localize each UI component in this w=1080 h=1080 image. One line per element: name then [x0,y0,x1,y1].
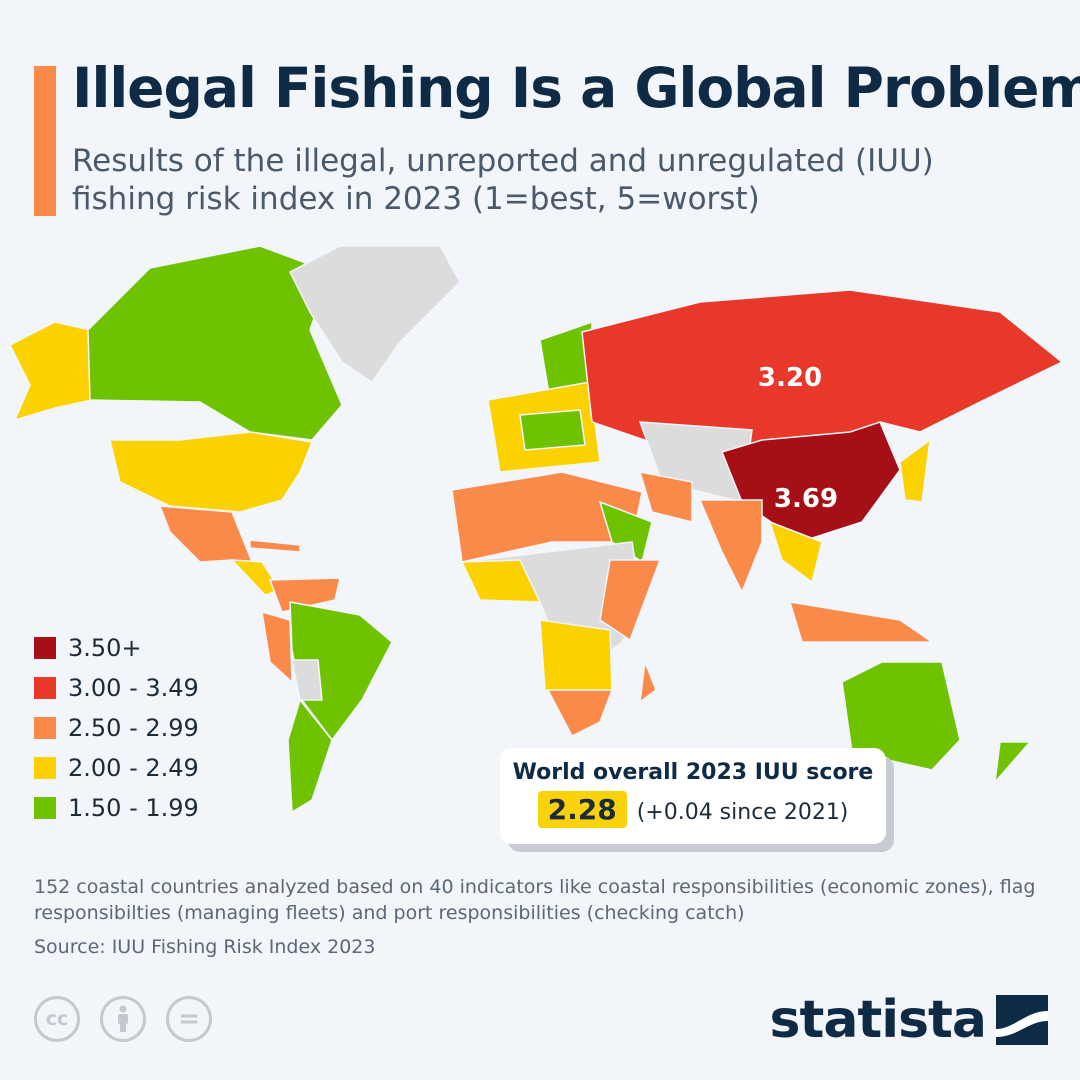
accent-bar [34,66,56,216]
statista-mark-icon [996,995,1048,1045]
footnote: 152 coastal countries analyzed based on … [34,876,1036,924]
region-south-africa [546,689,614,738]
region-southeast-asia [768,520,823,584]
score-change: (+0.04 since 2021) [636,800,849,825]
legend-swatch [34,637,56,659]
label-china: 3.69 [774,484,838,514]
region-central-america [230,559,282,596]
legend-item: 1.50 - 1.99 [34,788,199,828]
region-india [698,499,763,594]
legend-item: 3.00 - 3.49 [34,668,199,708]
legend-item: 2.50 - 2.99 [34,708,199,748]
label-russia: 3.20 [758,363,822,393]
legend-swatch [34,757,56,779]
legend-swatch [34,677,56,699]
legend-label: 3.00 - 3.49 [68,674,199,702]
score-value: 2.28 [537,791,627,828]
legend-label: 2.50 - 2.99 [68,714,199,742]
score-title: World overall 2023 IUU score [512,760,874,785]
region-japan [899,438,931,503]
region-madagascar [639,661,657,704]
source: Source: IUU Fishing Risk Index 2023 [34,936,376,958]
legend: 3.50+ 3.00 - 3.49 2.50 - 2.99 2.00 - 2.4… [34,628,199,828]
world-map: 3.20 3.69 [8,245,1064,814]
region-brazil [289,601,393,742]
no-derivatives-icon[interactable]: = [166,996,212,1042]
region-central-europe [519,409,586,451]
region-alaska [8,321,93,422]
region-usa [109,431,314,513]
legend-label: 1.50 - 1.99 [68,794,199,822]
world-score-box: World overall 2023 IUU score 2.28 (+0.04 … [500,748,886,844]
region-iran [638,471,693,523]
region-greenland [288,245,461,384]
region-caribbean [249,539,301,553]
brand-name: statista [769,990,987,1050]
statista-logo[interactable]: statista [770,990,1048,1050]
region-west-africa [460,559,542,603]
legend-label: 2.00 - 2.49 [68,754,199,782]
legend-swatch [34,717,56,739]
page-title: Illegal Fishing Is a Global Problem [72,56,1080,120]
region-southern-africa [539,619,613,701]
legend-item: 2.00 - 2.49 [34,748,199,788]
region-indonesia [788,601,935,643]
region-north-south-america [268,577,341,613]
legend-swatch [34,797,56,819]
region-new-zealand [993,741,1032,785]
cc-icon[interactable]: cc [34,996,80,1042]
legend-label: 3.50+ [68,634,142,662]
page-subtitle: Results of the illegal, unreported and u… [72,143,934,217]
region-bolivia [291,659,323,701]
region-peru [261,610,293,684]
region-mexico [158,505,254,563]
legend-item: 3.50+ [34,628,199,668]
region-argentina-chile [287,698,333,814]
region-east-africa [599,559,662,642]
attribution-icon[interactable] [100,996,146,1042]
region-canada [87,245,343,441]
